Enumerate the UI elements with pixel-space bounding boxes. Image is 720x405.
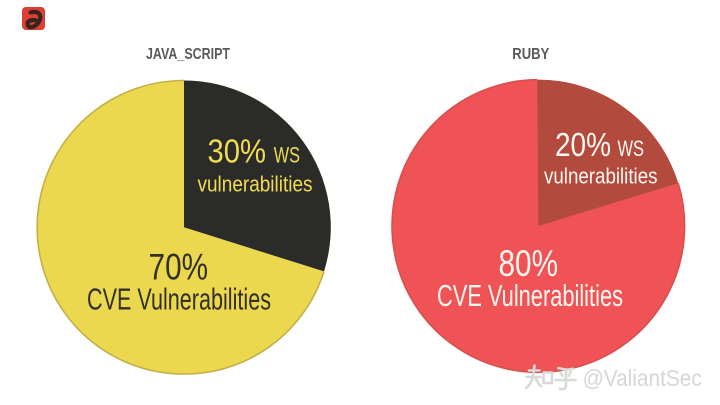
svg-text:20%: 20% (555, 126, 611, 163)
svg-text:RUBY: RUBY (512, 46, 549, 63)
svg-text:JAVA_SCRIPT: JAVA_SCRIPT (146, 46, 230, 63)
svg-text:70%: 70% (149, 247, 209, 288)
svg-text:80%: 80% (499, 243, 559, 284)
svg-text:@ValiantSec: @ValiantSec (583, 365, 702, 391)
svg-text:WS: WS (274, 143, 300, 168)
svg-text:30%: 30% (208, 133, 267, 170)
svg-text:CVE Vulnerabilities: CVE Vulnerabilities (437, 278, 623, 313)
svg-text:WS: WS (618, 136, 645, 161)
svg-text:vulnerabilities: vulnerabilities (198, 172, 313, 197)
svg-text:CVE Vulnerabilities: CVE Vulnerabilities (87, 282, 271, 317)
svg-text:vulnerabilities: vulnerabilities (544, 164, 658, 189)
